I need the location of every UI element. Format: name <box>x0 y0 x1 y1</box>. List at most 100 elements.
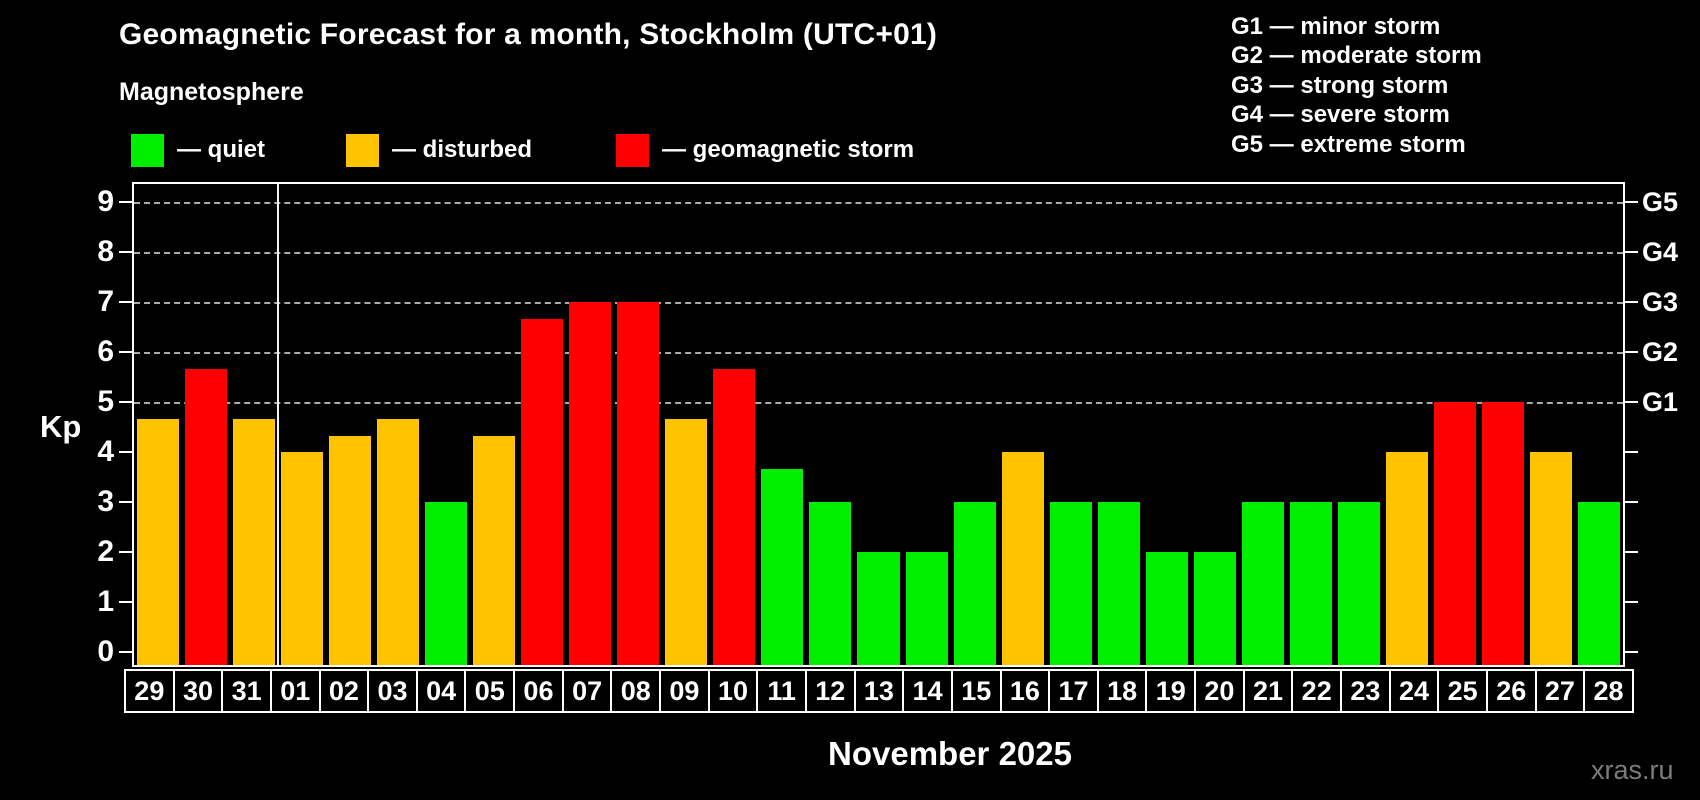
right-tick-3 <box>1625 501 1638 503</box>
y-tick-label-0: 0 <box>97 635 114 668</box>
left-tick-3 <box>119 501 132 503</box>
right-tick-6 <box>1625 351 1638 353</box>
storm-scale-legend-line: G1 — minor storm <box>1231 13 1441 40</box>
kp-bar-day-22 <box>1289 502 1332 665</box>
day-label-14: 14 <box>902 669 953 713</box>
kp-gridline-6 <box>134 352 1623 354</box>
day-label-06: 06 <box>513 669 564 713</box>
day-label-31: 31 <box>221 669 272 713</box>
legend-item-label: — quiet <box>177 136 265 163</box>
left-tick-8 <box>119 251 132 253</box>
kp-gridline-5 <box>134 402 1623 404</box>
kp-gridline-9 <box>134 202 1623 204</box>
g-scale-label-G4: G4 <box>1642 237 1679 267</box>
kp-bar-day-19 <box>1145 552 1188 665</box>
day-label-11: 11 <box>756 669 807 713</box>
kp-bar-day-18 <box>1097 502 1140 665</box>
day-label-20: 20 <box>1194 669 1245 713</box>
day-label-24: 24 <box>1388 669 1440 713</box>
legend-item-quiet: — quiet <box>131 133 265 167</box>
kp-bar-day-26 <box>1481 402 1524 665</box>
kp-bar-day-23 <box>1337 502 1380 665</box>
right-tick-5 <box>1625 401 1638 403</box>
x-axis-month-label: November 2025 <box>828 735 1072 772</box>
kp-bar-day-29 <box>137 418 180 665</box>
kp-bar-day-30 <box>185 368 228 665</box>
day-label-16: 16 <box>999 669 1051 713</box>
day-label-21: 21 <box>1242 669 1294 713</box>
day-label-12: 12 <box>804 669 856 713</box>
kp-gridline-7 <box>134 302 1623 304</box>
day-label-01: 01 <box>269 669 321 713</box>
kp-bar-day-09 <box>665 418 708 665</box>
left-tick-0 <box>119 651 132 653</box>
left-tick-7 <box>119 301 132 303</box>
watermark: xras.ru <box>1591 755 1674 785</box>
kp-bar-day-11 <box>761 468 804 665</box>
kp-gridline-8 <box>134 252 1623 254</box>
day-label-27: 27 <box>1534 669 1586 713</box>
kp-bar-day-10 <box>713 368 756 665</box>
storm-scale-legend-line: G4 — severe storm <box>1231 101 1450 129</box>
kp-bar-day-02 <box>329 435 372 665</box>
day-label-26: 26 <box>1485 669 1537 713</box>
kp-bar-day-14 <box>905 552 948 665</box>
kp-bar-day-15 <box>953 502 996 665</box>
quiet-color-swatch <box>131 133 164 167</box>
day-label-02: 02 <box>318 669 370 713</box>
day-label-13: 13 <box>853 669 905 713</box>
day-label-08: 08 <box>610 669 662 713</box>
left-tick-5 <box>119 401 132 403</box>
kp-bar-day-31 <box>233 418 276 665</box>
kp-bar-day-13 <box>857 552 900 665</box>
y-tick-label-9: 9 <box>97 185 114 218</box>
day-label-05: 05 <box>464 669 516 713</box>
storm-scale-legend-line: G2 — moderate storm <box>1231 42 1482 70</box>
right-tick-0 <box>1625 651 1638 653</box>
kp-bar-day-25 <box>1433 402 1476 665</box>
day-label-23: 23 <box>1340 669 1391 713</box>
kp-bar-day-01 <box>281 452 324 665</box>
disturbed-color-swatch <box>346 133 379 167</box>
legend-item-label: — disturbed <box>392 136 533 163</box>
y-tick-label-4: 4 <box>97 435 114 468</box>
g-scale-label-G2: G2 <box>1642 337 1679 367</box>
kp-bar-day-21 <box>1241 502 1284 665</box>
month-separator-line <box>277 184 280 665</box>
day-label-07: 07 <box>561 669 613 713</box>
day-label-10: 10 <box>707 669 759 713</box>
left-tick-4 <box>119 451 132 453</box>
right-tick-4 <box>1625 451 1638 453</box>
storm-scale-legend-line: G3 — strong storm <box>1231 71 1449 99</box>
kp-bar-day-27 <box>1529 452 1572 665</box>
right-tick-9 <box>1625 201 1638 203</box>
left-tick-2 <box>119 551 132 553</box>
day-label-18: 18 <box>1096 669 1148 713</box>
kp-bar-day-17 <box>1049 502 1092 665</box>
y-tick-label-5: 5 <box>97 385 114 418</box>
g-scale-label-G5: G5 <box>1642 187 1679 217</box>
y-axis-label: Kp <box>40 409 82 444</box>
y-tick-label-1: 1 <box>97 585 114 618</box>
kp-bar-day-12 <box>809 502 852 665</box>
day-label-17: 17 <box>1048 669 1099 713</box>
right-tick-8 <box>1625 251 1638 253</box>
day-label-30: 30 <box>172 669 224 713</box>
day-label-29: 29 <box>124 669 175 713</box>
y-tick-label-8: 8 <box>97 235 114 268</box>
y-tick-label-2: 2 <box>97 535 114 568</box>
kp-bar-day-05 <box>473 435 516 665</box>
y-tick-label-3: 3 <box>97 485 114 518</box>
storm-scale-legend-line: G5 — extreme storm <box>1231 130 1466 158</box>
day-label-22: 22 <box>1291 669 1343 713</box>
day-label-04: 04 <box>415 669 467 713</box>
kp-bar-day-16 <box>1001 452 1044 665</box>
day-label-25: 25 <box>1437 669 1488 713</box>
legend-item-disturbed: — disturbed <box>346 133 532 167</box>
chart-title: Geomagnetic Forecast for a month, Stockh… <box>119 18 938 51</box>
left-tick-6 <box>119 351 132 353</box>
kp-bar-day-03 <box>377 418 420 665</box>
legend-item-storm: — geomagnetic storm <box>616 133 914 167</box>
chart-subtitle: Magnetosphere <box>119 78 304 106</box>
